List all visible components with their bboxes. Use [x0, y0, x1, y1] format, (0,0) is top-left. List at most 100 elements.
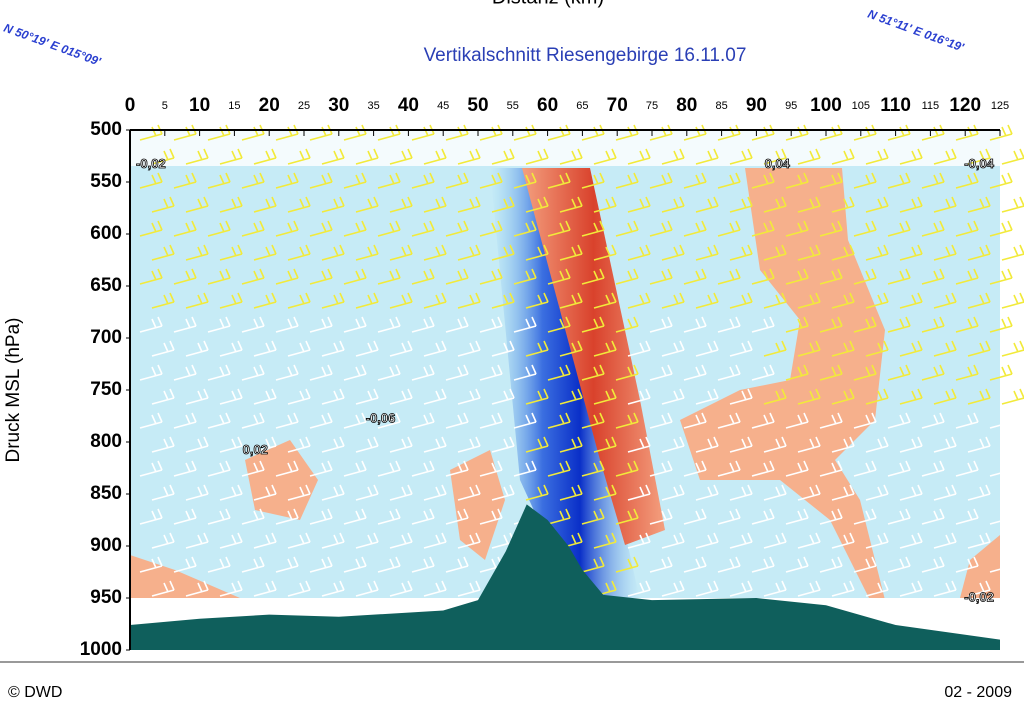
wind-barb: [695, 196, 719, 213]
wind-barb: [445, 220, 469, 237]
wind-barb: [411, 508, 435, 525]
wind-barb: [445, 556, 469, 573]
wind-barb: [581, 460, 605, 477]
x-tick-label: 65: [576, 100, 588, 112]
wind-barb: [661, 580, 685, 597]
wind-barb: [513, 460, 537, 477]
wind-barb: [355, 292, 379, 309]
wind-barb: [921, 508, 945, 525]
wind-barb: [785, 316, 809, 333]
wind-barb: [559, 340, 583, 357]
wind-barb: [275, 460, 299, 477]
wind-barb: [287, 580, 311, 597]
wind-barb: [253, 148, 277, 165]
wind-barb: [899, 580, 923, 597]
wind-barb: [559, 244, 583, 261]
field-orange: [960, 535, 1000, 598]
wind-barb: [649, 556, 673, 573]
wind-barb: [785, 172, 809, 189]
wind-barb: [457, 196, 481, 213]
x-tick-label: 40: [398, 95, 419, 116]
wind-barb: [151, 532, 175, 549]
wind-barb: [479, 460, 503, 477]
wind-barb: [899, 532, 923, 549]
wind-barb: [275, 556, 299, 573]
wind-barb: [513, 412, 537, 429]
wind-barb: [989, 556, 1013, 573]
wind-barb: [139, 364, 163, 381]
wind-barb: [355, 532, 379, 549]
wind-barb: [343, 556, 367, 573]
y-tick-label: 600: [90, 223, 122, 244]
wind-barb: [797, 388, 821, 405]
wind-barb: [275, 172, 299, 189]
wind-barb: [479, 220, 503, 237]
wind-barb: [151, 340, 175, 357]
wind-barb: [207, 508, 231, 525]
wind-barb: [865, 340, 889, 357]
x-tick-label: 50: [467, 95, 488, 116]
x-tick-label: 0: [125, 95, 136, 116]
wind-barb: [933, 484, 957, 501]
wind-barb: [661, 484, 685, 501]
wind-barb: [275, 316, 299, 333]
wind-barb: [887, 460, 911, 477]
wind-barb: [547, 172, 571, 189]
wind-barb: [831, 388, 855, 405]
wind-barb: [207, 460, 231, 477]
wind-barb: [729, 580, 753, 597]
wind-barb: [139, 220, 163, 237]
x-tick-label: 125: [991, 100, 1009, 112]
wind-barb: [887, 172, 911, 189]
wind-barb: [253, 292, 277, 309]
wind-barb: [445, 460, 469, 477]
wind-barb: [139, 460, 163, 477]
wind-barb: [785, 556, 809, 573]
wind-barb: [185, 196, 209, 213]
wind-barb: [513, 220, 537, 237]
wind-barb: [275, 220, 299, 237]
wind-barb: [853, 556, 877, 573]
wind-barb: [921, 412, 945, 429]
wind-barb: [921, 364, 945, 381]
wind-barb: [797, 484, 821, 501]
wind-barb: [785, 268, 809, 285]
wind-barb: [921, 268, 945, 285]
wind-barb: [377, 364, 401, 381]
wind-barb: [989, 364, 1013, 381]
wind-barb: [627, 532, 651, 549]
wind-barb: [933, 580, 957, 597]
wind-barb: [593, 148, 617, 165]
wind-barb: [525, 484, 549, 501]
wind-barb: [661, 436, 685, 453]
wind-barb: [253, 532, 277, 549]
wind-barb: [219, 148, 243, 165]
wind-barb: [423, 148, 447, 165]
x-tick-label: 75: [646, 100, 658, 112]
wind-barb: [921, 460, 945, 477]
wind-barb: [887, 556, 911, 573]
wind-barb: [457, 436, 481, 453]
wind-barb: [491, 340, 515, 357]
wind-barb: [253, 244, 277, 261]
wind-barb: [683, 556, 707, 573]
wind-barb: [819, 556, 843, 573]
wind-barb: [547, 268, 571, 285]
contour-label: -0,02: [136, 156, 166, 171]
x-tick-label: 20: [259, 95, 280, 116]
wind-barb: [547, 316, 571, 333]
wind-barb: [615, 172, 639, 189]
wind-barb: [989, 220, 1013, 237]
wind-barb: [989, 316, 1013, 333]
wind-barb: [831, 580, 855, 597]
wind-barb: [819, 364, 843, 381]
wind-barb: [173, 412, 197, 429]
wind-barb: [967, 196, 991, 213]
wind-barb: [389, 148, 413, 165]
wind-barb: [967, 532, 991, 549]
wind-barb: [355, 196, 379, 213]
wind-barb: [423, 244, 447, 261]
wind-barb: [819, 268, 843, 285]
wind-barb: [377, 508, 401, 525]
wind-barb: [1001, 388, 1024, 405]
